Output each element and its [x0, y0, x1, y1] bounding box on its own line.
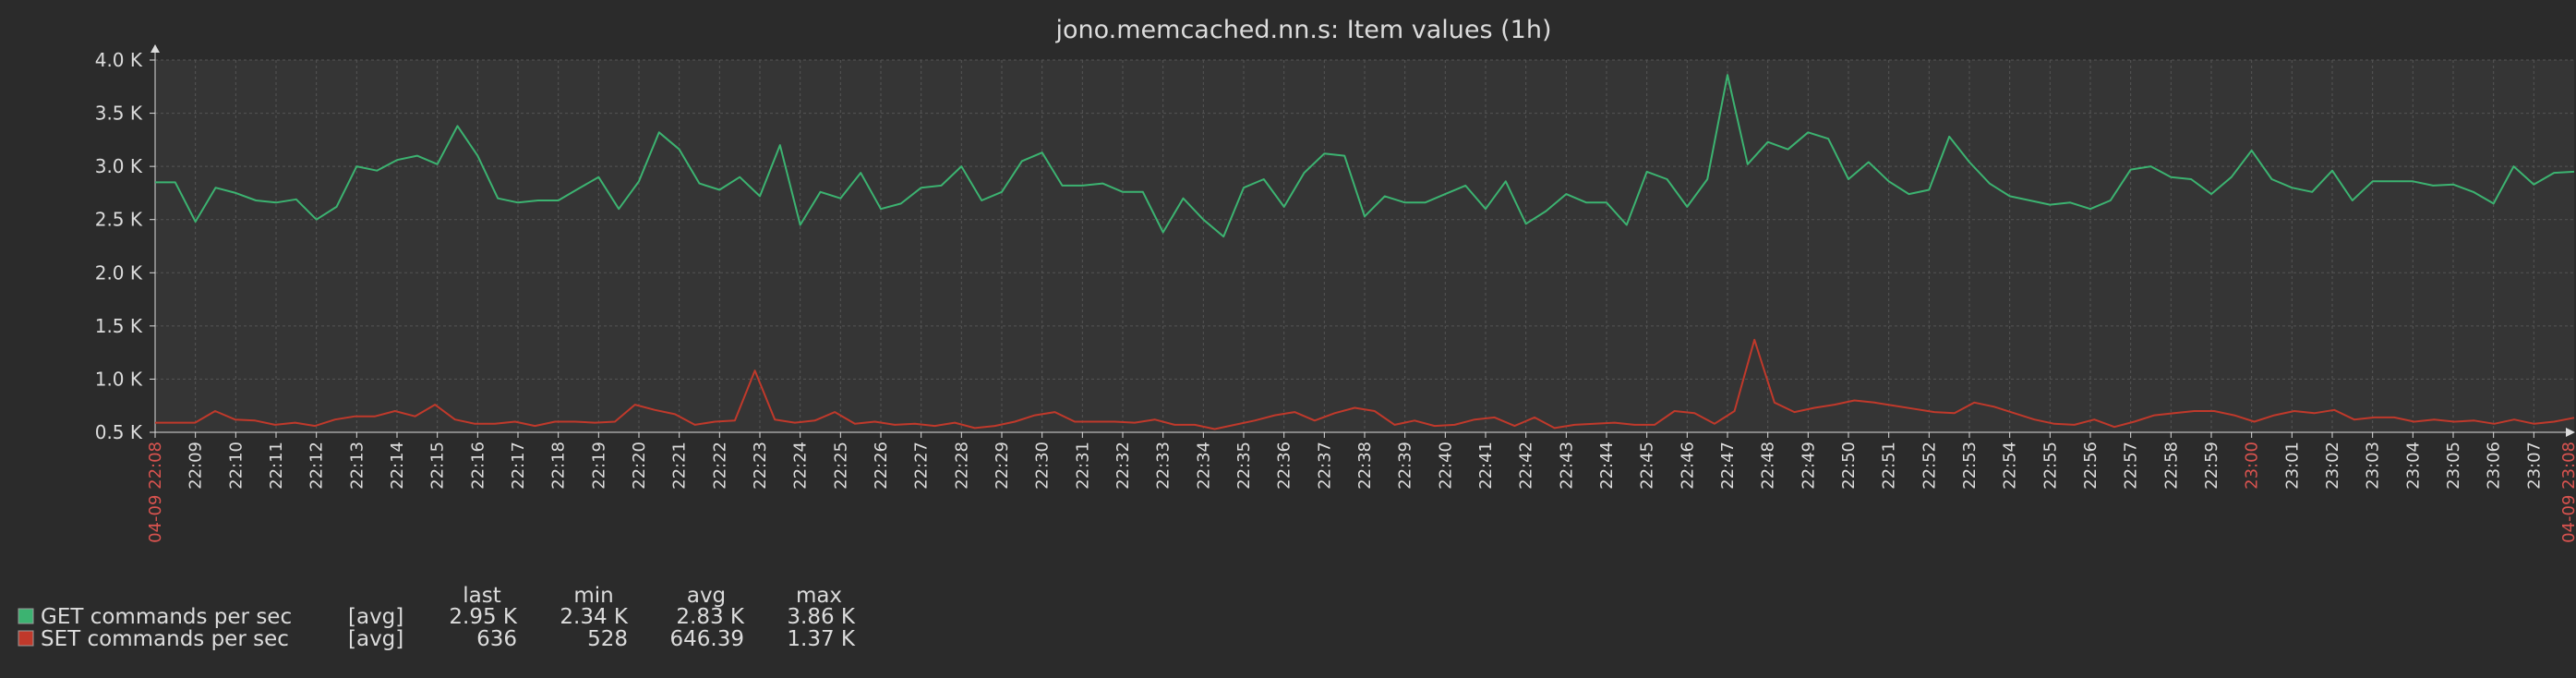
x-tick-label: 22:12 — [307, 442, 327, 490]
legend-max: 3.86 K — [787, 605, 856, 629]
x-tick-label: 23:07 — [2524, 442, 2544, 490]
x-tick-label: 22:51 — [1880, 442, 1899, 490]
legend-header-min: min — [573, 584, 613, 608]
x-tick-label: 04-09 23:08 — [2559, 442, 2576, 543]
x-tick-label: 22:52 — [1920, 442, 1939, 490]
x-tick-label: 22:39 — [1396, 442, 1415, 490]
x-tick-label: 22:25 — [831, 442, 850, 490]
x-tick-label: 22:13 — [347, 442, 367, 490]
x-tick-label: 22:17 — [509, 442, 528, 490]
series-line-get — [155, 74, 2575, 238]
x-tick-label: 22:44 — [1597, 442, 1617, 490]
x-tick-label: 22:20 — [630, 442, 649, 490]
x-tick-label: 23:02 — [2323, 442, 2342, 490]
x-tick-label: 22:15 — [428, 442, 448, 490]
x-tick-label: 22:28 — [952, 442, 971, 490]
x-tick-label: 22:40 — [1436, 442, 1455, 490]
x-tick-label: 23:06 — [2485, 442, 2504, 490]
x-axis-arrow — [2566, 428, 2575, 437]
x-tick-label: 22:36 — [1275, 442, 1294, 490]
x-tick-label: 22:33 — [1154, 442, 1174, 490]
y-tick-label: 2.0 K — [95, 261, 143, 284]
x-tick-label: 22:22 — [710, 442, 729, 490]
x-tick-label: 22:11 — [267, 442, 286, 490]
legend-last: 2.95 K — [449, 605, 518, 629]
x-tick-label: 22:32 — [1113, 442, 1133, 490]
x-tick-label: 22:37 — [1315, 442, 1334, 490]
x-axis-ticks: 04-09 22:08 22:09 22:10 22:11 22:12 22:13 22:1… — [146, 432, 2576, 543]
x-tick-label: 22:57 — [2122, 442, 2141, 490]
legend-swatch — [18, 608, 34, 624]
x-tick-label: 23:00 — [2243, 442, 2262, 490]
x-tick-label: 22:18 — [549, 442, 569, 490]
x-tick-label: 23:01 — [2282, 442, 2302, 490]
x-tick-label: 22:29 — [993, 442, 1012, 490]
y-tick-label: 3.0 K — [95, 155, 143, 177]
x-tick-label: 22:16 — [468, 442, 488, 490]
series-lines — [155, 74, 2575, 430]
legend-swatch — [18, 630, 34, 647]
series-line-set — [155, 338, 2575, 430]
x-tick-label: 22:41 — [1476, 442, 1496, 490]
x-tick-label: 22:10 — [226, 442, 246, 490]
legend-avg: 2.83 K — [676, 605, 745, 629]
legend-max: 1.37 K — [787, 627, 856, 651]
legend-header-last: last — [463, 584, 501, 608]
legend-func: [avg] — [348, 627, 403, 651]
axes — [150, 44, 2575, 437]
legend-min: 2.34 K — [560, 605, 629, 629]
x-tick-label: 22:27 — [912, 442, 932, 490]
x-tick-label: 22:43 — [1557, 442, 1576, 490]
x-tick-label: 22:59 — [2202, 442, 2221, 490]
legend: last min avg max GET commands per sec [av… — [18, 584, 856, 651]
x-tick-label: 22:09 — [187, 442, 206, 490]
y-tick-label: 3.5 K — [95, 103, 143, 125]
x-tick-label: 22:34 — [1194, 442, 1213, 490]
x-tick-label: 22:54 — [2001, 442, 2020, 490]
x-tick-label: 22:45 — [1638, 442, 1657, 490]
x-tick-label: 22:53 — [1960, 442, 1980, 490]
x-tick-label: 22:26 — [872, 442, 891, 490]
x-tick-label: 22:42 — [1517, 442, 1536, 490]
x-tick-label: 22:46 — [1678, 442, 1697, 490]
x-tick-label: 22:38 — [1355, 442, 1375, 490]
x-tick-label: 22:56 — [2081, 442, 2101, 490]
x-tick-label: 22:30 — [1033, 442, 1053, 490]
chart-title: jono.memcached.nn.s: Item values (1h) — [1054, 16, 1551, 44]
y-tick-label: 1.5 K — [95, 315, 143, 337]
x-tick-label: 22:21 — [670, 442, 690, 490]
x-tick-label: 22:48 — [1759, 442, 1778, 490]
y-tick-label: 2.5 K — [95, 209, 143, 231]
y-axis-arrow — [150, 44, 160, 53]
x-tick-label: 22:19 — [589, 442, 608, 490]
legend-avg: 646.39 — [670, 627, 744, 651]
y-tick-label: 1.0 K — [95, 368, 143, 390]
x-tick-label: 23:03 — [2364, 442, 2383, 490]
legend-last: 636 — [476, 627, 517, 651]
y-axis-ticks: 4.0 K 3.5 K 3.0 K 2.5 K 2.0 K 1.5 K 1.0 K 0.5 K — [95, 49, 155, 443]
x-tick-label: 22:55 — [2040, 442, 2060, 490]
x-tick-label: 23:05 — [2444, 442, 2463, 490]
legend-min: 528 — [587, 627, 628, 651]
x-tick-label: 04-09 22:08 — [146, 442, 165, 543]
legend-header-avg: avg — [687, 584, 726, 608]
legend-func: [avg] — [348, 605, 403, 629]
x-tick-label: 22:14 — [388, 442, 407, 490]
x-tick-label: 22:49 — [1799, 442, 1818, 490]
x-tick-label: 22:35 — [1234, 442, 1254, 490]
x-tick-label: 22:31 — [1073, 442, 1092, 490]
legend-name: SET commands per sec — [41, 627, 289, 651]
legend-header-max: max — [796, 584, 842, 608]
x-tick-label: 22:50 — [1839, 442, 1859, 490]
x-tick-label: 22:23 — [751, 442, 770, 490]
y-tick-label: 4.0 K — [95, 49, 143, 71]
x-tick-label: 22:24 — [791, 442, 811, 490]
y-tick-label: 0.5 K — [95, 421, 143, 443]
x-tick-label: 22:47 — [1718, 442, 1738, 490]
x-tick-label: 22:58 — [2161, 442, 2181, 490]
x-tick-label: 23:04 — [2403, 442, 2423, 490]
legend-name: GET commands per sec — [41, 605, 292, 629]
